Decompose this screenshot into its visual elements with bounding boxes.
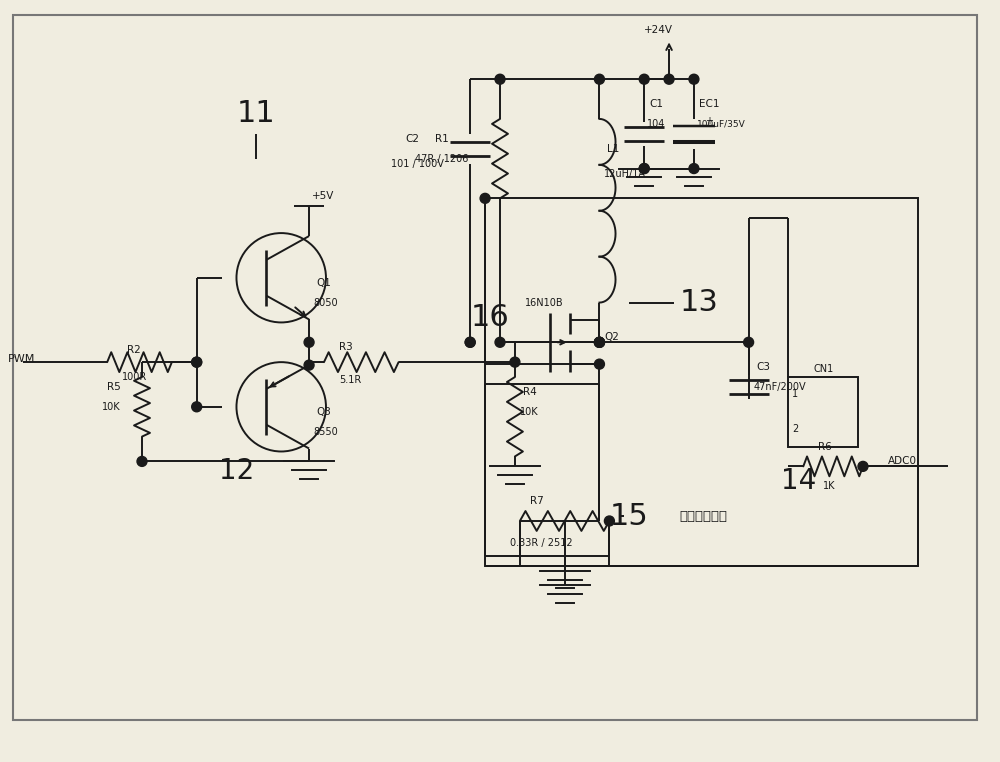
Circle shape [639, 164, 649, 174]
Circle shape [304, 360, 314, 370]
Text: 1: 1 [792, 389, 798, 399]
Circle shape [137, 456, 147, 466]
Text: C2: C2 [406, 134, 420, 144]
Circle shape [594, 338, 604, 347]
Text: 10K: 10K [102, 402, 121, 411]
Text: R5: R5 [107, 382, 121, 392]
Text: R3: R3 [339, 342, 353, 352]
Text: +: + [705, 116, 713, 126]
Circle shape [465, 338, 475, 347]
Circle shape [744, 338, 754, 347]
Text: 15: 15 [610, 501, 649, 530]
Text: C3: C3 [757, 362, 771, 372]
Text: 5.1R: 5.1R [339, 375, 361, 385]
Circle shape [639, 74, 649, 84]
Circle shape [858, 462, 868, 472]
Text: Q2: Q2 [604, 332, 619, 342]
Circle shape [192, 357, 202, 367]
Bar [485, 198, 918, 565]
Text: 电流采样电路: 电流采样电路 [679, 510, 727, 523]
Text: R2: R2 [127, 345, 141, 355]
Text: Q3: Q3 [316, 407, 331, 417]
Text: 100R: 100R [122, 372, 147, 382]
Text: 12: 12 [219, 457, 254, 485]
Text: R7: R7 [530, 496, 544, 506]
Text: 11: 11 [237, 100, 276, 129]
Circle shape [495, 74, 505, 84]
Text: 10K: 10K [520, 407, 539, 417]
Circle shape [480, 194, 490, 203]
Text: 47R / 1206: 47R / 1206 [415, 154, 469, 164]
Text: 100uF/35V: 100uF/35V [697, 120, 746, 128]
Circle shape [594, 338, 604, 347]
Circle shape [594, 74, 604, 84]
Text: 14: 14 [781, 467, 816, 495]
Text: C1: C1 [649, 99, 663, 109]
Bar [788, 377, 858, 447]
Text: 47nF/200V: 47nF/200V [754, 382, 806, 392]
Circle shape [639, 164, 649, 174]
Circle shape [304, 338, 314, 347]
Circle shape [594, 338, 604, 347]
Text: EC1: EC1 [699, 99, 719, 109]
Circle shape [594, 338, 604, 347]
Text: ADC0: ADC0 [888, 456, 917, 466]
Text: 8550: 8550 [313, 427, 338, 437]
Text: Q1: Q1 [316, 277, 331, 288]
Text: 1K: 1K [823, 482, 836, 491]
Text: R4: R4 [523, 387, 537, 397]
Text: R1: R1 [435, 134, 449, 144]
Text: 2: 2 [792, 424, 799, 434]
Text: 0.33R / 2512: 0.33R / 2512 [510, 538, 573, 548]
Text: 8050: 8050 [313, 298, 338, 308]
Text: L1: L1 [607, 144, 620, 154]
Text: 16: 16 [471, 303, 509, 332]
Circle shape [495, 338, 505, 347]
Text: 101 / 100V: 101 / 100V [391, 158, 443, 168]
Circle shape [465, 338, 475, 347]
Circle shape [689, 164, 699, 174]
Text: +5V: +5V [312, 191, 334, 201]
Text: 16N10B: 16N10B [525, 298, 563, 308]
Text: 12uH/1A: 12uH/1A [604, 168, 646, 178]
Circle shape [689, 74, 699, 84]
Text: 104: 104 [647, 119, 666, 129]
Text: 13: 13 [679, 288, 718, 317]
Circle shape [192, 357, 202, 367]
Text: PWM: PWM [8, 354, 35, 364]
Circle shape [604, 516, 614, 526]
Circle shape [510, 357, 520, 367]
Text: R6: R6 [818, 441, 832, 452]
Text: CN1: CN1 [813, 364, 833, 374]
Circle shape [594, 359, 604, 369]
Text: +24V: +24V [644, 24, 673, 34]
Circle shape [192, 402, 202, 411]
Circle shape [664, 74, 674, 84]
